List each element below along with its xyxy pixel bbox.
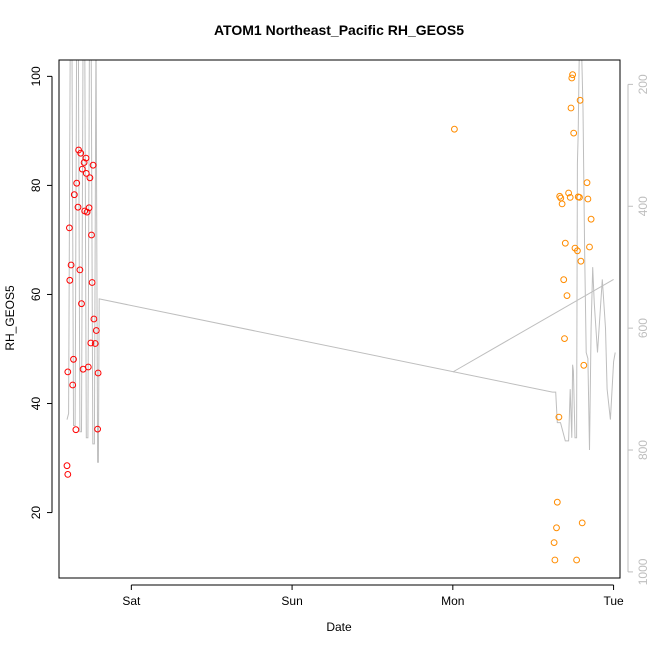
pressure-line: [66, 22, 616, 463]
data-point: [80, 159, 88, 166]
data-point: [94, 369, 102, 377]
y-tick-label: 80: [29, 178, 43, 192]
data-point: [90, 315, 98, 323]
data-point: [574, 247, 581, 255]
right-tick-label: 600: [636, 318, 650, 338]
data-point: [560, 276, 568, 284]
data-point: [576, 194, 583, 201]
x-axis-label: Date: [326, 620, 352, 634]
y-axis-label: RH_GEOS5: [3, 285, 17, 351]
x-tick-label: Tue: [603, 594, 624, 608]
data-point: [553, 498, 561, 506]
plot-area: 20 40 60 80 100 Sat Sun Mon Tue 200 400 600 800 1000: [0, 0, 650, 608]
data-point: [86, 174, 94, 182]
data-point: [88, 279, 96, 286]
data-point: [570, 129, 578, 137]
data-point: [66, 276, 74, 284]
data-point: [578, 519, 586, 527]
pressure-segment: [452, 278, 614, 373]
data-point: [561, 239, 569, 247]
data-point: [89, 161, 97, 169]
data-point: [94, 425, 101, 433]
data-point: [74, 203, 82, 211]
data-point: [563, 292, 571, 300]
data-point: [586, 243, 593, 251]
data-point: [566, 194, 574, 201]
data-point: [577, 257, 585, 265]
data-point: [64, 471, 72, 478]
data-point: [561, 335, 568, 343]
data-point: [69, 381, 77, 389]
data-point: [66, 224, 73, 232]
data-point: [565, 189, 572, 197]
data-point: [583, 179, 591, 187]
data-point: [87, 339, 95, 347]
data-point: [553, 524, 560, 532]
data-point: [569, 71, 576, 79]
plot-frame: [58, 59, 621, 579]
data-point: [584, 195, 592, 203]
data-point: [82, 170, 90, 177]
data-point: [556, 192, 564, 200]
data-point: [73, 179, 81, 187]
data-point: [63, 462, 71, 470]
data-point: [580, 361, 588, 369]
data-point: [555, 413, 563, 421]
data-point: [64, 368, 72, 376]
data-point: [78, 165, 86, 173]
data-point: [573, 556, 580, 564]
y-tick-label: 20: [29, 506, 43, 520]
y-tick-label: 40: [29, 397, 43, 411]
data-point: [558, 200, 566, 208]
data-point: [451, 125, 458, 133]
data-point: [88, 231, 95, 239]
data-point: [77, 149, 85, 157]
right-tick-label: 1000: [636, 558, 650, 585]
y-tick-label: 100: [29, 66, 43, 86]
data-point: [70, 191, 78, 199]
right-tick-label: 800: [636, 440, 650, 460]
data-point: [551, 556, 559, 564]
data-point: [78, 300, 85, 308]
data-point: [557, 194, 565, 202]
data-point: [567, 104, 575, 112]
data-point: [72, 426, 80, 434]
data-point: [576, 96, 584, 104]
right-tick-label: 200: [636, 74, 650, 94]
right-tick-label: 400: [636, 196, 650, 216]
chart-title: ATOM1 Northeast_Pacific RH_GEOS5: [214, 22, 464, 38]
y-tick-label: 60: [29, 287, 43, 301]
data-point: [587, 215, 595, 223]
x-tick-label: Mon: [441, 594, 464, 608]
data-point: [70, 355, 77, 363]
data-point: [92, 327, 100, 334]
data-point: [67, 261, 75, 269]
data-point: [84, 363, 92, 371]
data-point: [85, 204, 93, 212]
x-tick-label: Sat: [122, 594, 141, 608]
data-point: [82, 154, 90, 162]
data-point: [550, 539, 558, 546]
x-tick-label: Sun: [281, 594, 302, 608]
data-point: [91, 340, 99, 347]
data-point: [83, 208, 91, 216]
data-point: [568, 74, 576, 82]
data-point: [76, 266, 84, 274]
top-mask: [0, 0, 650, 60]
